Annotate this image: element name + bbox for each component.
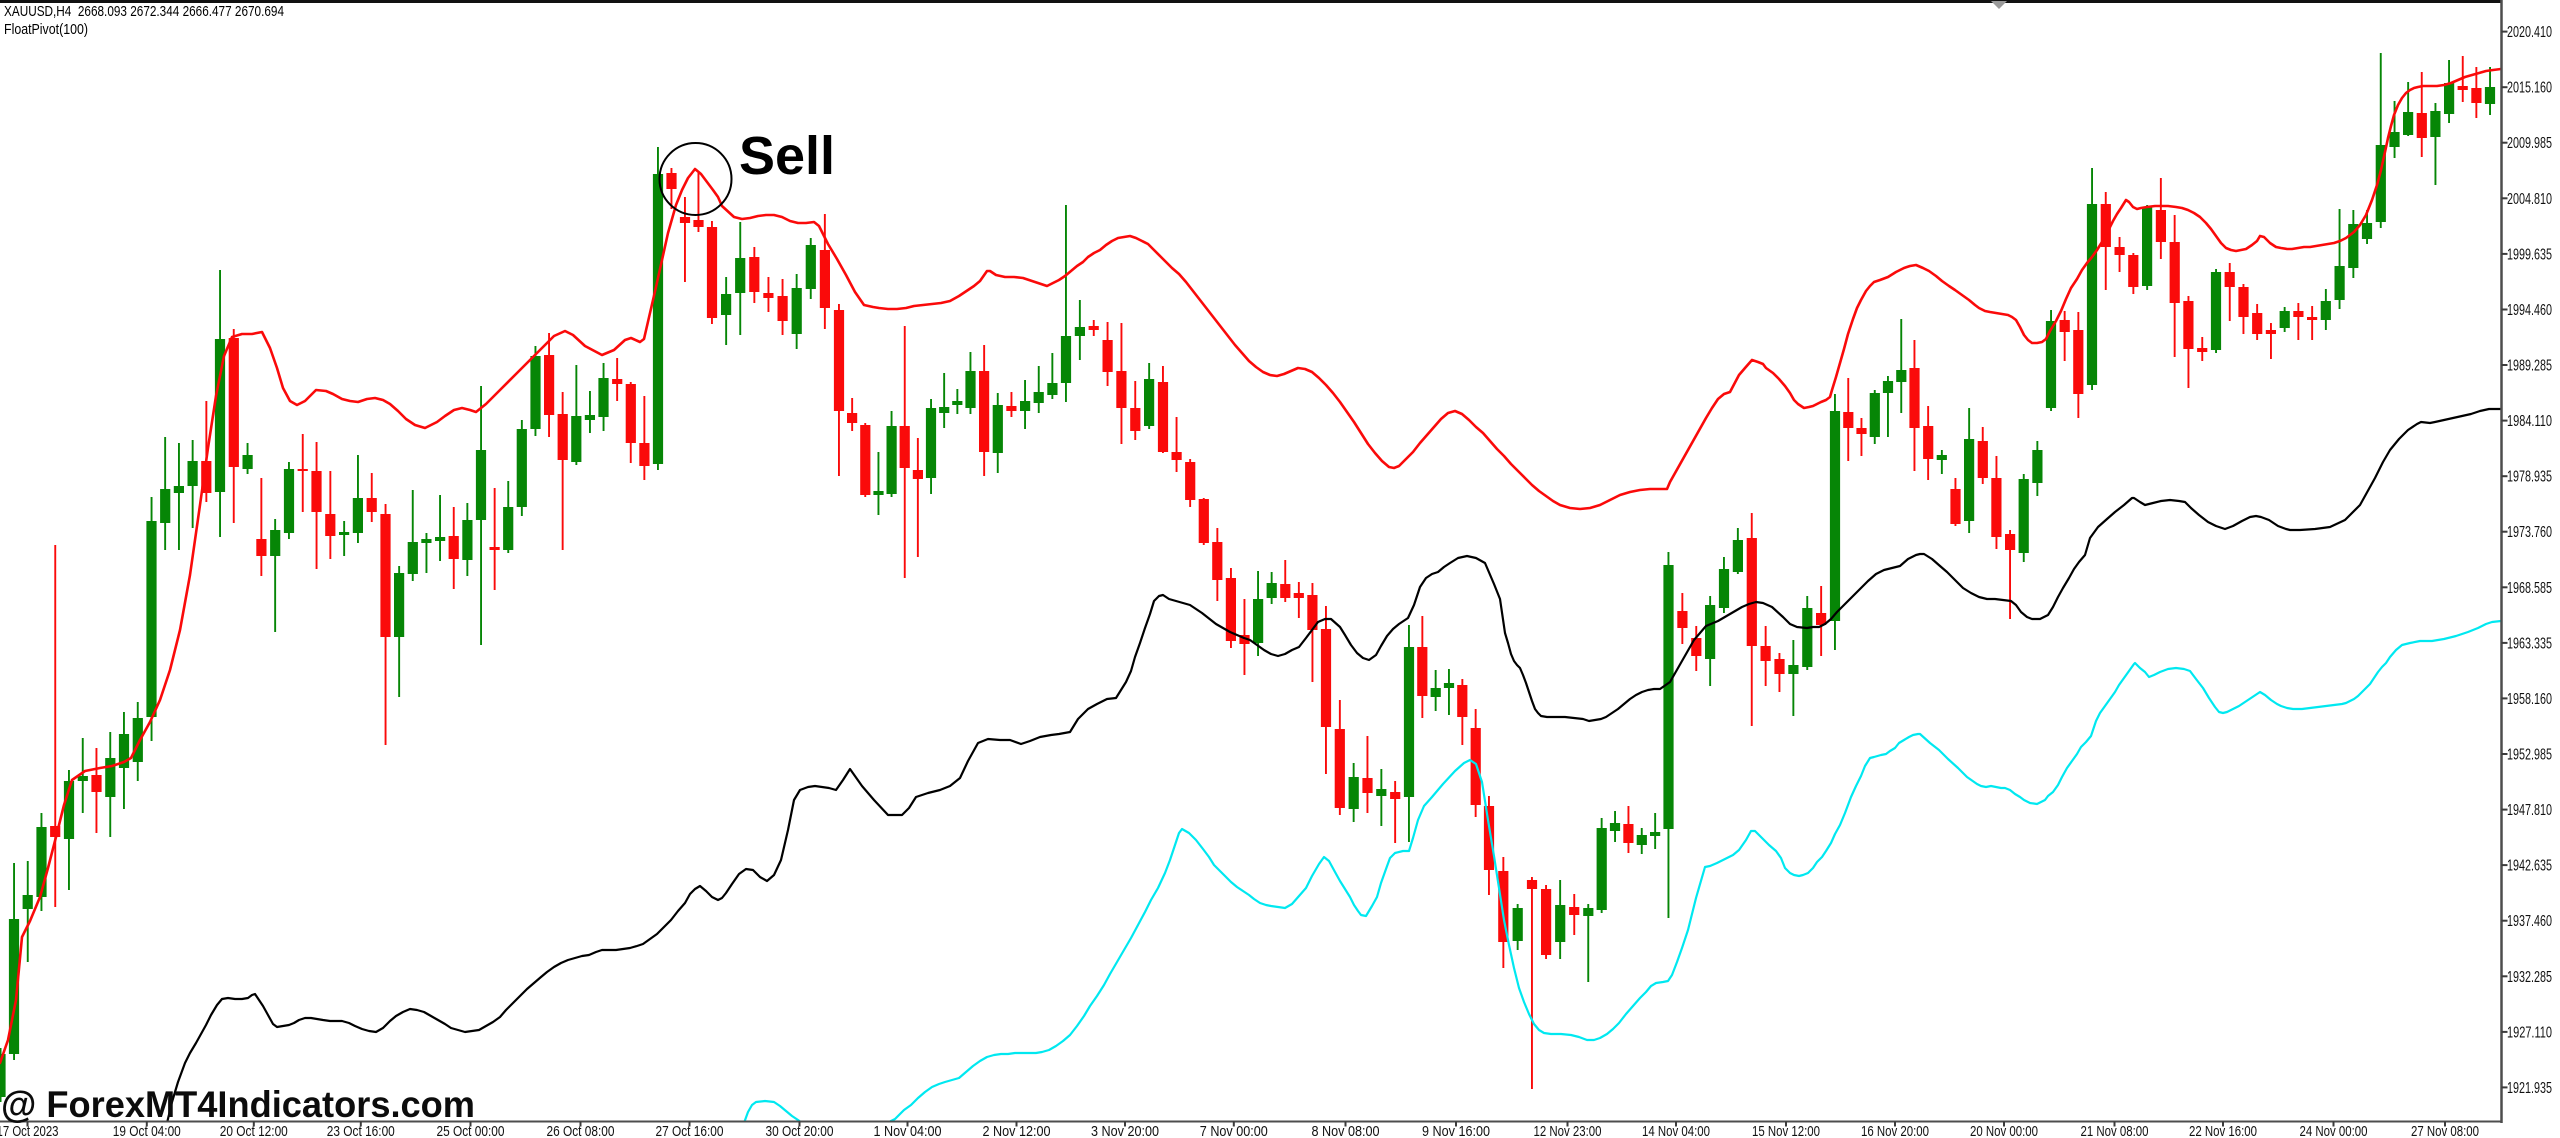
- svg-text:27 Nov 08:00: 27 Nov 08:00: [2411, 1123, 2479, 1138]
- svg-text:22 Nov 16:00: 22 Nov 16:00: [2189, 1123, 2257, 1138]
- svg-text:8 Nov 08:00: 8 Nov 08:00: [1312, 1123, 1380, 1138]
- svg-text:1973.760: 1973.760: [2507, 524, 2552, 541]
- svg-text:1952.985: 1952.985: [2507, 747, 2552, 764]
- svg-text:1994.460: 1994.460: [2507, 302, 2552, 319]
- svg-text:26 Oct 08:00: 26 Oct 08:00: [547, 1123, 615, 1138]
- svg-text:1984.110: 1984.110: [2507, 413, 2552, 430]
- svg-text:1989.285: 1989.285: [2507, 358, 2552, 375]
- svg-text:XAUUSD,H4 2668.093 2672.344 2: XAUUSD,H4 2668.093 2672.344 2666.477 267…: [4, 3, 284, 20]
- svg-text:25 Oct 00:00: 25 Oct 00:00: [437, 1123, 505, 1138]
- svg-text:1999.635: 1999.635: [2507, 246, 2552, 263]
- svg-text:17 Oct 2023: 17 Oct 2023: [0, 1123, 59, 1138]
- svg-text:2 Nov 12:00: 2 Nov 12:00: [983, 1123, 1051, 1138]
- svg-text:14 Nov 04:00: 14 Nov 04:00: [1642, 1123, 1710, 1138]
- svg-text:2004.810: 2004.810: [2507, 191, 2552, 208]
- svg-text:@ ForexMT4Indicators.com: @ ForexMT4Indicators.com: [1, 1084, 475, 1125]
- svg-text:30 Oct 20:00: 30 Oct 20:00: [766, 1123, 834, 1138]
- svg-text:1927.110: 1927.110: [2507, 1024, 2552, 1041]
- svg-text:1932.285: 1932.285: [2507, 969, 2552, 986]
- svg-text:24 Nov 00:00: 24 Nov 00:00: [2300, 1123, 2368, 1138]
- svg-text:16 Nov 20:00: 16 Nov 20:00: [1861, 1123, 1929, 1138]
- svg-text:20 Nov 00:00: 20 Nov 00:00: [1970, 1123, 2038, 1138]
- svg-text:9 Nov 16:00: 9 Nov 16:00: [1422, 1123, 1490, 1138]
- svg-text:3 Nov 20:00: 3 Nov 20:00: [1091, 1123, 1159, 1138]
- svg-text:2015.160: 2015.160: [2507, 80, 2552, 97]
- svg-text:12 Nov 23:00: 12 Nov 23:00: [1534, 1123, 1602, 1138]
- svg-text:23 Oct 16:00: 23 Oct 16:00: [327, 1123, 395, 1138]
- svg-text:27 Oct 16:00: 27 Oct 16:00: [656, 1123, 724, 1138]
- svg-text:19 Oct 04:00: 19 Oct 04:00: [113, 1123, 181, 1138]
- svg-text:15 Nov 12:00: 15 Nov 12:00: [1752, 1123, 1820, 1138]
- svg-text:Sell: Sell: [739, 126, 835, 186]
- svg-text:1958.160: 1958.160: [2507, 691, 2552, 708]
- svg-text:1978.935: 1978.935: [2507, 469, 2552, 486]
- svg-text:1968.585: 1968.585: [2507, 580, 2552, 597]
- svg-text:1963.335: 1963.335: [2507, 635, 2552, 652]
- svg-text:FloatPivot(100): FloatPivot(100): [4, 21, 88, 38]
- svg-text:1937.460: 1937.460: [2507, 913, 2552, 930]
- svg-text:1942.635: 1942.635: [2507, 858, 2552, 875]
- svg-text:2020.410: 2020.410: [2507, 24, 2552, 41]
- svg-text:2009.985: 2009.985: [2507, 135, 2552, 152]
- svg-text:1921.935: 1921.935: [2507, 1080, 2552, 1097]
- svg-text:20 Oct 12:00: 20 Oct 12:00: [220, 1123, 288, 1138]
- svg-text:7 Nov 00:00: 7 Nov 00:00: [1200, 1123, 1268, 1138]
- svg-text:21 Nov 08:00: 21 Nov 08:00: [2081, 1123, 2149, 1138]
- svg-text:1 Nov 04:00: 1 Nov 04:00: [874, 1123, 942, 1138]
- svg-text:1947.810: 1947.810: [2507, 802, 2552, 819]
